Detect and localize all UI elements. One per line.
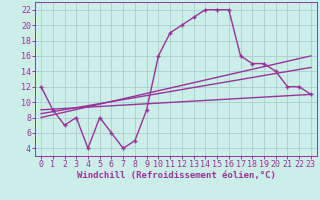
X-axis label: Windchill (Refroidissement éolien,°C): Windchill (Refroidissement éolien,°C) [76,171,276,180]
